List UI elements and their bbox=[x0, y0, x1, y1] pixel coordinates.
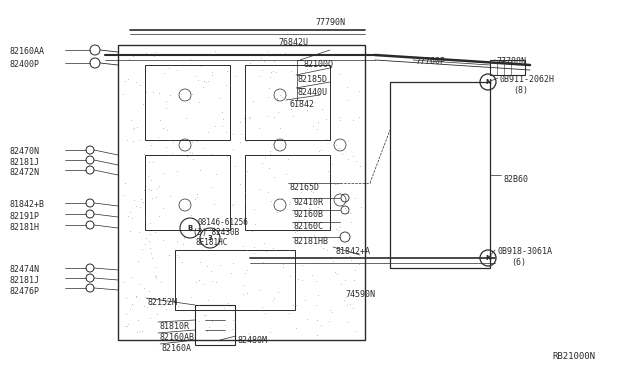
Text: 82191P: 82191P bbox=[10, 212, 40, 221]
Text: 82400P: 82400P bbox=[10, 60, 40, 69]
Text: 82165D: 82165D bbox=[290, 183, 320, 192]
Text: 82472N: 82472N bbox=[10, 168, 40, 177]
Bar bbox=[245, 65, 330, 140]
Text: 92160B: 92160B bbox=[294, 210, 324, 219]
Text: 77788N: 77788N bbox=[496, 57, 526, 66]
Text: 82181HB: 82181HB bbox=[294, 237, 329, 246]
Text: 77790N: 77790N bbox=[315, 18, 345, 27]
Bar bbox=[490, 60, 525, 75]
Text: 82480M: 82480M bbox=[238, 336, 268, 345]
Text: 81842+A: 81842+A bbox=[335, 247, 370, 256]
Text: 82185D: 82185D bbox=[298, 75, 328, 84]
Bar bbox=[175, 250, 295, 310]
Text: 82160AB: 82160AB bbox=[160, 333, 195, 342]
Text: (8): (8) bbox=[513, 86, 528, 95]
Text: B: B bbox=[188, 225, 193, 231]
Text: 82100Q: 82100Q bbox=[303, 60, 333, 69]
Text: 92410R: 92410R bbox=[294, 198, 324, 207]
Text: 82B60: 82B60 bbox=[503, 175, 528, 184]
Text: 61842: 61842 bbox=[290, 100, 315, 109]
Text: 82181J: 82181J bbox=[10, 158, 40, 167]
Text: 82474N: 82474N bbox=[10, 265, 40, 274]
Text: 82160A: 82160A bbox=[162, 344, 192, 353]
Bar bbox=[245, 155, 330, 230]
Text: 0B911-2062H: 0B911-2062H bbox=[500, 75, 555, 84]
Bar bbox=[145, 65, 230, 140]
Text: 82440U: 82440U bbox=[298, 88, 328, 97]
Text: 82152M: 82152M bbox=[148, 298, 178, 307]
Text: 74590N: 74590N bbox=[345, 290, 375, 299]
Text: RB21000N: RB21000N bbox=[552, 352, 595, 361]
Text: 81842+B: 81842+B bbox=[10, 200, 45, 209]
Text: 81810R: 81810R bbox=[160, 322, 190, 331]
Text: 77760P: 77760P bbox=[415, 57, 445, 66]
Text: 76842U: 76842U bbox=[278, 38, 308, 47]
Text: 8E181HC: 8E181HC bbox=[196, 238, 228, 247]
Text: N: N bbox=[485, 79, 491, 85]
Text: 08146-61256: 08146-61256 bbox=[197, 218, 248, 227]
Text: 0B918-3061A: 0B918-3061A bbox=[497, 247, 552, 256]
Bar bbox=[145, 155, 230, 230]
Text: 82181J: 82181J bbox=[10, 276, 40, 285]
Text: (3) 82430B: (3) 82430B bbox=[193, 228, 239, 237]
Text: 3: 3 bbox=[207, 235, 212, 241]
Text: N: N bbox=[485, 255, 491, 261]
Text: 82470N: 82470N bbox=[10, 147, 40, 156]
Text: 82181H: 82181H bbox=[10, 223, 40, 232]
Text: 82160C: 82160C bbox=[294, 222, 324, 231]
Text: 82160AA: 82160AA bbox=[10, 47, 45, 56]
Text: (6): (6) bbox=[511, 258, 526, 267]
Text: 82476P: 82476P bbox=[10, 287, 40, 296]
